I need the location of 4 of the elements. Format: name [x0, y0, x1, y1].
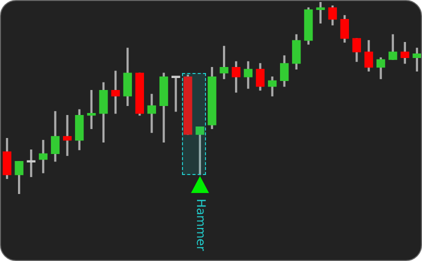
annotation: Hammer — [194, 198, 208, 251]
candlestick — [147, 94, 156, 133]
candlestick — [38, 140, 48, 174]
candlestick — [62, 114, 72, 156]
